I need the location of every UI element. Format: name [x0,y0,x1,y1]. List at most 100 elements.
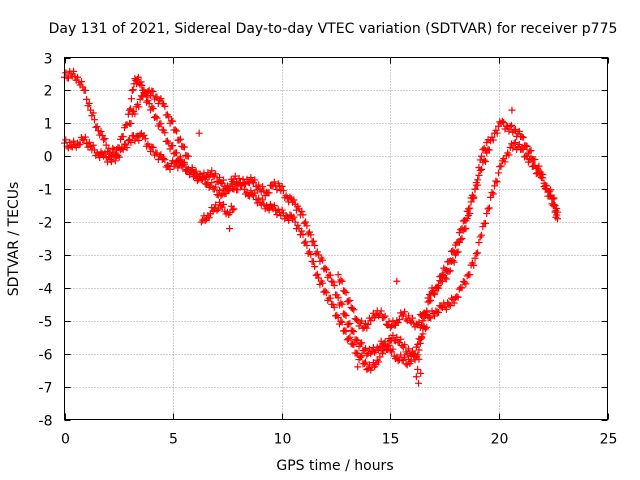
data-point [419,323,427,331]
data-point [270,178,278,186]
data-point [265,189,273,197]
data-point [243,188,251,196]
data-point [472,250,480,258]
data-point [415,346,423,354]
data-point [466,271,474,279]
data-point [161,102,169,110]
data-point [96,153,104,161]
data-point [476,156,484,164]
isolated-data-point [354,363,362,371]
data-point [230,205,238,213]
data-point [523,142,531,150]
data-point [309,258,317,266]
data-point [235,174,243,182]
data-point [371,348,379,356]
data-point [176,158,184,166]
data-point [408,314,416,322]
isolated-data-point [417,369,425,377]
data-point [166,165,174,173]
data-point [192,167,200,175]
data-point [278,206,286,214]
data-point [255,194,263,202]
y-tick-label: -4 [39,282,53,298]
data-point [553,211,561,219]
data-point [81,86,89,94]
data-point [208,179,216,187]
chart-title: Day 131 of 2021, Sidereal Day-to-day VTE… [49,21,618,37]
data-point [498,117,506,125]
data-point [478,231,486,239]
data-point [201,217,209,225]
data-point [338,277,346,285]
data-point [160,154,168,162]
data-point [123,144,131,152]
series-track-f [412,136,492,381]
y-tick-label: -7 [39,381,53,397]
data-point [505,151,513,159]
axis-ticks: 0 5 10 15 20 25 -8 -7 -6 -5 -4 -3 -2 -1 0 1 2 3 [39,52,618,448]
data-point [412,373,420,381]
data-point [115,153,123,161]
data-point [138,81,146,89]
data-point [200,173,208,181]
series-track-b [61,129,562,374]
data-point [408,347,416,355]
data-point [363,324,371,332]
data-point [161,129,169,137]
data-point [319,256,327,264]
data-point [471,185,479,193]
data-point [90,116,98,124]
data-point [435,284,443,292]
data-point [337,317,345,325]
data-point [217,192,225,200]
data-point [302,238,310,246]
data-point [342,288,350,296]
data-point [251,176,259,184]
series-track-c [126,86,192,160]
data-point [111,157,119,165]
data-point [481,146,489,154]
data-point [350,306,358,314]
data-point [435,309,443,317]
data-point [500,118,508,126]
data-point [153,114,161,122]
data-point [143,93,151,101]
data-point [386,323,394,331]
data-point [326,294,334,302]
data-point [519,134,527,142]
data-point [129,86,137,94]
data-point [394,319,402,327]
data-point [518,133,526,141]
data-point [70,67,78,75]
data-point [135,103,143,111]
data-point [421,312,429,320]
data-point [345,320,353,328]
data-point [416,339,424,347]
data-point [466,209,474,217]
data-point [527,155,535,163]
data-point [299,231,307,239]
data-point [173,149,181,157]
data-point [259,183,267,191]
data-point [481,219,489,227]
data-point [393,333,401,341]
data-point [345,335,353,343]
data-point [445,300,453,308]
data-point [527,147,535,155]
data-point [322,289,330,297]
data-point [457,236,465,244]
data-point [127,95,135,103]
data-point [219,176,227,184]
data-point [62,136,70,144]
data-point [462,280,470,288]
data-point [93,123,101,131]
data-point [380,313,388,321]
isolated-data-point [415,379,423,387]
data-point [234,186,242,194]
data-point [208,167,216,175]
data-point [119,146,127,154]
data-point [330,282,338,290]
data-point [349,305,357,313]
data-point [501,158,509,166]
data-point [515,141,523,149]
